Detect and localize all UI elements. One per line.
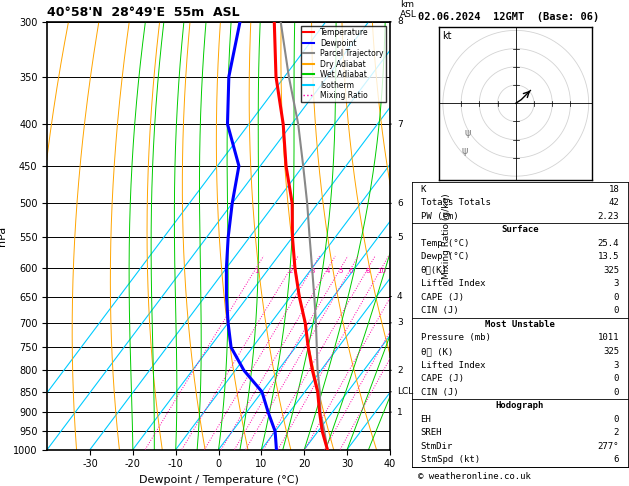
Text: 325: 325 (603, 266, 619, 275)
Text: 13.5: 13.5 (598, 252, 619, 261)
Text: 7: 7 (397, 120, 403, 129)
Text: StmSpd (kt): StmSpd (kt) (421, 455, 480, 464)
Text: StmDir: StmDir (421, 442, 453, 451)
Text: θᴇ (K): θᴇ (K) (421, 347, 453, 356)
Text: 5: 5 (397, 233, 403, 242)
Text: 0: 0 (614, 306, 619, 315)
Text: EH: EH (421, 415, 431, 424)
Text: 40°58'N  28°49'E  55m  ASL: 40°58'N 28°49'E 55m ASL (47, 6, 240, 19)
Text: 8: 8 (366, 268, 370, 274)
Text: Surface: Surface (501, 225, 538, 234)
Text: Mixing Ratio (g/kg): Mixing Ratio (g/kg) (442, 193, 451, 278)
Text: CAPE (J): CAPE (J) (421, 374, 464, 383)
Text: Lifted Index: Lifted Index (421, 279, 485, 288)
Text: 02.06.2024  12GMT  (Base: 06): 02.06.2024 12GMT (Base: 06) (418, 12, 599, 22)
Text: 4: 4 (326, 268, 330, 274)
Text: 2: 2 (289, 268, 293, 274)
Text: ψ: ψ (465, 128, 471, 138)
Text: 1011: 1011 (598, 333, 619, 343)
Text: 25.4: 25.4 (598, 239, 619, 248)
Text: LCL: LCL (397, 387, 413, 396)
X-axis label: Dewpoint / Temperature (°C): Dewpoint / Temperature (°C) (138, 475, 299, 485)
Text: 277°: 277° (598, 442, 619, 451)
Text: K: K (421, 185, 426, 193)
Text: 1: 1 (397, 408, 403, 417)
Text: Lifted Index: Lifted Index (421, 361, 485, 369)
Text: ψ: ψ (461, 146, 467, 156)
Text: 4: 4 (397, 292, 403, 301)
Text: SREH: SREH (421, 428, 442, 437)
Text: 0: 0 (614, 374, 619, 383)
Text: 0: 0 (614, 293, 619, 302)
Text: 42: 42 (608, 198, 619, 207)
Text: CAPE (J): CAPE (J) (421, 293, 464, 302)
Text: θᴇ(K): θᴇ(K) (421, 266, 447, 275)
Text: 2: 2 (614, 428, 619, 437)
Text: 10: 10 (377, 268, 386, 274)
Text: 18: 18 (608, 185, 619, 193)
Text: Most Unstable: Most Unstable (485, 320, 555, 329)
Text: 3: 3 (397, 318, 403, 328)
Text: Dewp (°C): Dewp (°C) (421, 252, 469, 261)
Text: 2.23: 2.23 (598, 211, 619, 221)
Text: 5: 5 (338, 268, 343, 274)
Text: 0: 0 (614, 388, 619, 397)
Text: Totals Totals: Totals Totals (421, 198, 491, 207)
Text: Hodograph: Hodograph (496, 401, 544, 410)
Text: CIN (J): CIN (J) (421, 388, 459, 397)
Text: 8: 8 (397, 17, 403, 26)
Text: 6: 6 (397, 199, 403, 208)
Text: 3: 3 (614, 361, 619, 369)
Text: Pressure (mb): Pressure (mb) (421, 333, 491, 343)
Text: © weatheronline.co.uk: © weatheronline.co.uk (418, 472, 531, 481)
Text: kt: kt (442, 31, 452, 41)
Text: 3: 3 (310, 268, 314, 274)
Text: 6: 6 (349, 268, 353, 274)
Text: 1: 1 (254, 268, 259, 274)
Text: PW (cm): PW (cm) (421, 211, 459, 221)
Text: 2: 2 (397, 366, 403, 375)
Y-axis label: hPa: hPa (0, 226, 8, 246)
Text: 3: 3 (614, 279, 619, 288)
Text: 325: 325 (603, 347, 619, 356)
Text: Temp (°C): Temp (°C) (421, 239, 469, 248)
Text: 6: 6 (614, 455, 619, 464)
Text: km
ASL: km ASL (399, 0, 416, 19)
Text: 0: 0 (614, 415, 619, 424)
Legend: Temperature, Dewpoint, Parcel Trajectory, Dry Adiabat, Wet Adiabat, Isotherm, Mi: Temperature, Dewpoint, Parcel Trajectory… (301, 26, 386, 103)
Text: CIN (J): CIN (J) (421, 306, 459, 315)
